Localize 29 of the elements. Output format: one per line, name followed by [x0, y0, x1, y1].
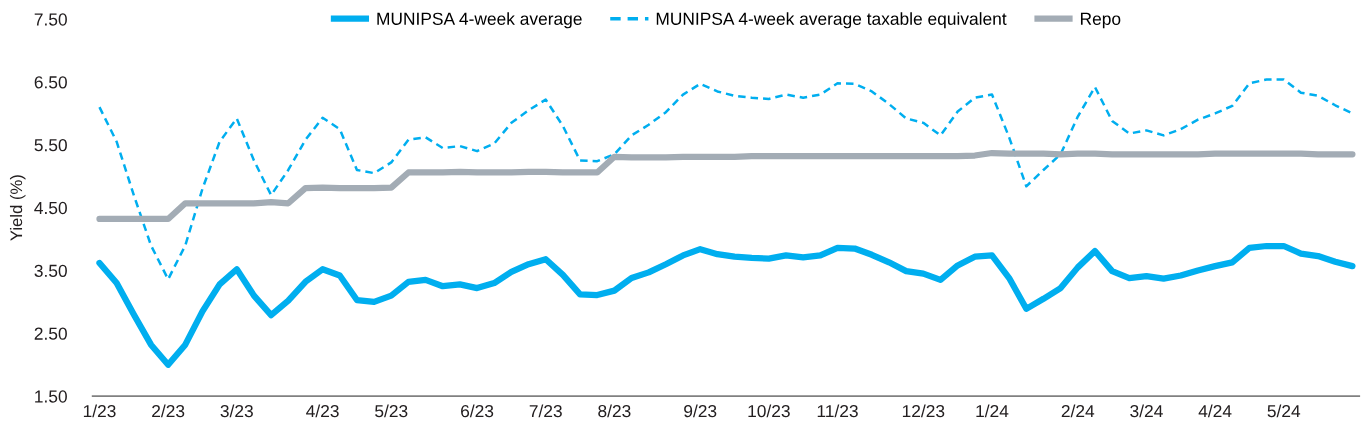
y-tick-label: 3.50	[34, 264, 67, 277]
x-tick-label: 3/24	[1130, 404, 1163, 418]
y-tick-label: 1.50	[35, 390, 67, 403]
y-tick-label: 5.50	[34, 139, 67, 152]
x-tick-label: 4/24	[1198, 404, 1232, 418]
x-tick-label: 10/23	[748, 404, 790, 418]
x-tick-label: 5/23	[375, 404, 408, 418]
x-tick-label: 1/23	[83, 404, 116, 418]
line-series	[98, 78, 1354, 281]
x-tick-label: 5/24	[1267, 404, 1301, 418]
y-tick-label: 6.50	[34, 76, 67, 89]
x-tick-label: 6/23	[461, 404, 494, 418]
x-tick-label: 1/24	[976, 404, 1009, 418]
x-tick-label: 2/23	[152, 404, 185, 418]
y-tick-label: 4.50	[34, 201, 67, 215]
x-tick-label: 4/23	[306, 404, 339, 418]
x-tick-label: 11/23	[817, 404, 858, 418]
legend-label: MUNIPSA 4-week average taxable equivalent	[656, 12, 1007, 29]
x-tick-label: 3/23	[220, 404, 253, 418]
x-tick-label: 8/23	[598, 404, 631, 418]
x-tick-label: 9/23	[684, 404, 717, 418]
x-tick-label: 2/24	[1061, 404, 1095, 418]
y-axis-title: Yield (%)	[9, 175, 26, 241]
x-tick-label: 12/23	[902, 404, 945, 418]
x-tick-label: 7/23	[529, 404, 562, 418]
y-tick-label: 7.50	[34, 13, 67, 26]
legend-label: MUNIPSA 4-week average	[377, 12, 582, 29]
y-tick-label: 2.50	[34, 327, 67, 340]
legend-label: Repo	[1080, 12, 1121, 29]
